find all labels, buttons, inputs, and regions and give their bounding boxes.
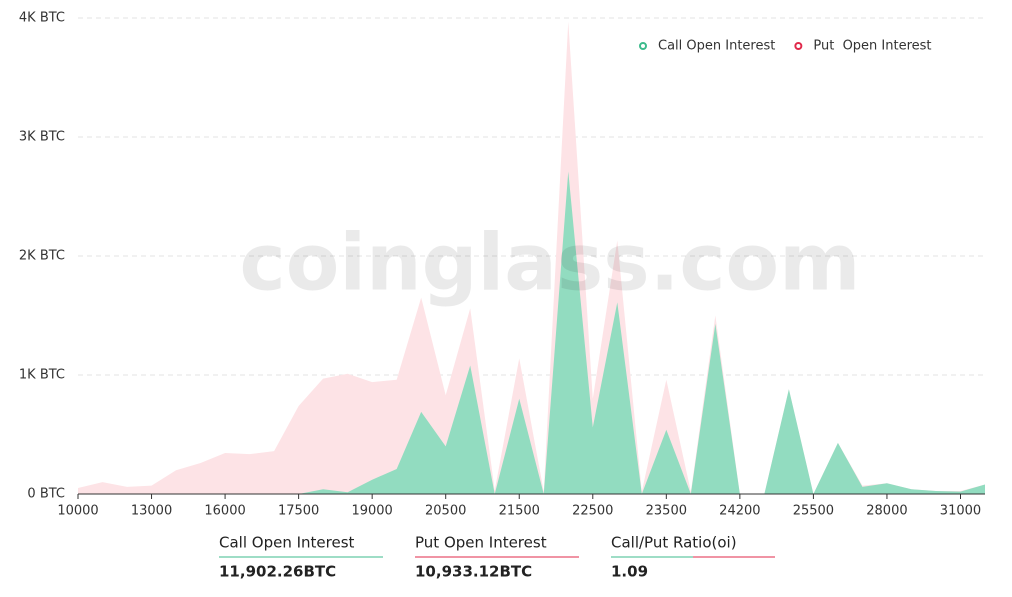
stat-label: Call/Put Ratio(oi) <box>611 534 737 552</box>
y-tick-label: 2K BTC <box>19 249 65 264</box>
x-tick-label: 21500 <box>499 504 540 519</box>
x-tick-label: 28000 <box>866 504 907 519</box>
legend-label: Put Open Interest <box>813 39 931 54</box>
legend-marker <box>794 42 803 50</box>
x-tick-label: 24200 <box>719 504 760 519</box>
x-tick-label: 17500 <box>278 504 319 519</box>
x-tick-label: 16000 <box>204 504 245 519</box>
stat-label: Call Open Interest <box>219 534 355 552</box>
x-tick-label: 31000 <box>940 504 981 519</box>
stat-label: Put Open Interest <box>415 534 547 552</box>
watermark: coinglass.com <box>240 218 861 308</box>
x-tick-label: 22500 <box>572 504 613 519</box>
y-tick-label: 3K BTC <box>19 130 65 145</box>
stat-value: 1.09 <box>611 563 648 581</box>
legend-label: Call Open Interest <box>658 39 775 54</box>
x-tick-label: 10000 <box>57 504 98 519</box>
x-tick-label: 23500 <box>646 504 687 519</box>
stat-value: 11,902.26BTC <box>219 563 336 581</box>
x-tick-label: 20500 <box>425 504 466 519</box>
x-tick-label: 19000 <box>351 504 392 519</box>
legend-marker <box>639 42 647 50</box>
stat-value: 10,933.12BTC <box>415 563 532 581</box>
y-tick-label: 0 BTC <box>27 487 65 502</box>
x-tick-label: 25500 <box>793 504 834 519</box>
y-tick-label: 1K BTC <box>19 368 65 383</box>
y-tick-label: 4K BTC <box>19 11 65 26</box>
x-tick-label: 13000 <box>131 504 172 519</box>
